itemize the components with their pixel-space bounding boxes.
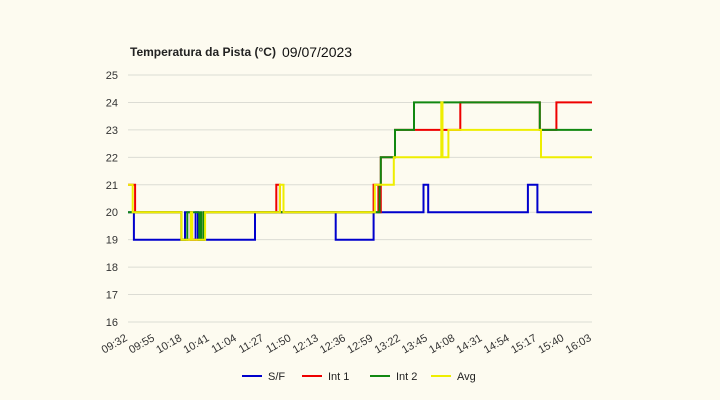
grid-layer [128, 74, 592, 323]
x-tick-label: 10:18 [154, 332, 184, 356]
y-tick-label: 19 [106, 235, 118, 247]
x-tick-label: 15:40 [536, 332, 566, 356]
y-axis: 25 24 23 22 21 20 19 18 17 16 [106, 70, 118, 329]
x-tick-label: 11:27 [237, 332, 266, 356]
x-tick-label: 13:45 [400, 332, 430, 356]
legend-label: S/F [268, 371, 285, 383]
series-line-int-2 [128, 101, 592, 241]
legend-item-int-1[interactable]: Int 1 [302, 371, 349, 383]
x-tick-label: 12:13 [291, 332, 321, 356]
y-tick-label: 25 [106, 70, 118, 82]
legend-label: Int 2 [396, 371, 417, 383]
y-tick-label: 20 [106, 207, 118, 219]
x-tick-label: 12:36 [318, 332, 348, 356]
x-tick-label: 09:32 [100, 332, 130, 356]
x-tick-label: 14:31 [454, 332, 484, 356]
legend[interactable]: S/F Int 1 Int 2 Avg [242, 371, 476, 383]
y-tick-label: 18 [106, 262, 118, 274]
x-tick-label: 15:17 [509, 332, 539, 356]
x-axis: 09:3209:5510:1810:4111:0411:2711:5012:13… [100, 332, 594, 356]
legend-label: Int 1 [328, 371, 349, 383]
x-tick-label: 14:08 [427, 332, 457, 356]
series-layer [128, 101, 592, 241]
x-tick-label: 11:50 [264, 332, 293, 356]
series-line-avg [128, 101, 592, 241]
legend-label: Avg [457, 371, 476, 383]
x-tick-label: 09:55 [127, 332, 157, 356]
y-tick-label: 24 [106, 97, 118, 109]
x-tick-label: 10:41 [182, 332, 212, 356]
legend-item-int-2[interactable]: Int 2 [370, 371, 417, 383]
y-tick-label: 21 [106, 180, 118, 192]
x-tick-label: 12:59 [345, 332, 375, 356]
x-tick-label: 13:22 [373, 332, 403, 356]
y-tick-label: 17 [106, 290, 118, 302]
legend-item-avg[interactable]: Avg [431, 371, 476, 383]
legend-item-s-f[interactable]: S/F [242, 371, 285, 383]
x-tick-label: 11:04 [210, 332, 239, 356]
y-tick-label: 22 [106, 152, 118, 164]
chart-date: 09/07/2023 [282, 44, 352, 60]
x-tick-label: 14:54 [482, 332, 512, 356]
chart-title: Temperatura da Pista (°C) [130, 45, 276, 59]
x-tick-label: 16:03 [564, 332, 594, 356]
y-tick-label: 23 [106, 125, 118, 137]
y-tick-label: 16 [106, 317, 118, 329]
